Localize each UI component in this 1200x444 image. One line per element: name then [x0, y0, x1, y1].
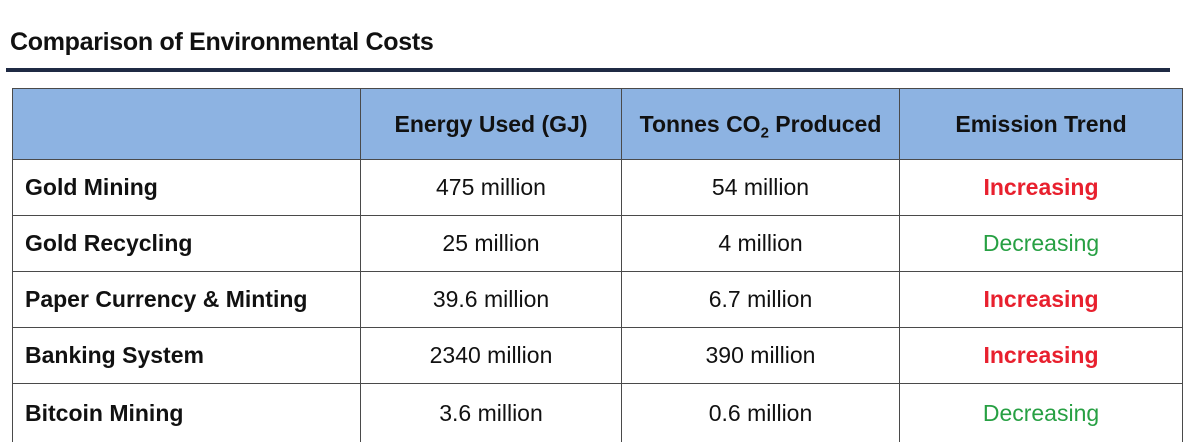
trend-label: Decreasing — [982, 399, 1100, 426]
row-label: Bitcoin Mining — [12, 383, 361, 442]
page-title: Comparison of Environmental Costs — [10, 28, 434, 56]
trend-cell: Decreasing — [899, 215, 1183, 272]
table-row: Gold Mining 475 million 54 million Incre… — [12, 159, 1183, 216]
header-co2: Tonnes CO2 Produced — [621, 88, 900, 160]
row-label: Gold Mining — [12, 159, 361, 216]
energy-cell: 3.6 million — [360, 383, 622, 442]
co2-cell: 4 million — [621, 215, 900, 272]
table-row: Paper Currency & Minting 39.6 million 6.… — [12, 271, 1183, 328]
header-co2-subscript: 2 — [760, 124, 769, 142]
co2-cell: 390 million — [621, 327, 900, 384]
trend-label: Increasing — [983, 342, 1099, 368]
row-label: Banking System — [12, 327, 361, 384]
energy-cell: 39.6 million — [360, 271, 622, 328]
header-energy: Energy Used (GJ) — [360, 88, 622, 160]
energy-cell: 475 million — [360, 159, 622, 216]
header-row: Energy Used (GJ) Tonnes CO2 Produced Emi… — [12, 88, 1183, 160]
header-co2-suffix: Produced — [768, 110, 882, 137]
energy-cell: 25 million — [360, 215, 622, 272]
row-label: Gold Recycling — [12, 215, 361, 272]
row-label: Paper Currency & Minting — [12, 271, 361, 328]
trend-label: Decreasing — [982, 230, 1100, 256]
co2-cell: 54 million — [621, 159, 900, 216]
trend-cell: Decreasing — [899, 383, 1183, 442]
trend-cell: Increasing — [899, 271, 1183, 328]
trend-label: Increasing — [983, 174, 1099, 200]
table-row: Banking System 2340 million 390 million … — [12, 327, 1183, 384]
trend-cell: Increasing — [899, 159, 1183, 216]
co2-cell: 0.6 million — [621, 383, 900, 442]
trend-label: Increasing — [983, 286, 1099, 312]
header-co2-prefix: Tonnes CO — [639, 110, 761, 137]
header-blank — [12, 88, 361, 160]
title-underline — [6, 68, 1170, 72]
table-row: Bitcoin Mining 3.6 million 0.6 million D… — [12, 383, 1183, 442]
energy-cell: 2340 million — [360, 327, 622, 384]
co2-cell: 6.7 million — [621, 271, 900, 328]
trend-cell: Increasing — [899, 327, 1183, 384]
environmental-costs-table: Energy Used (GJ) Tonnes CO2 Produced Emi… — [12, 88, 1183, 442]
header-trend: Emission Trend — [899, 88, 1183, 160]
table-row: Gold Recycling 25 million 4 million Decr… — [12, 215, 1183, 272]
